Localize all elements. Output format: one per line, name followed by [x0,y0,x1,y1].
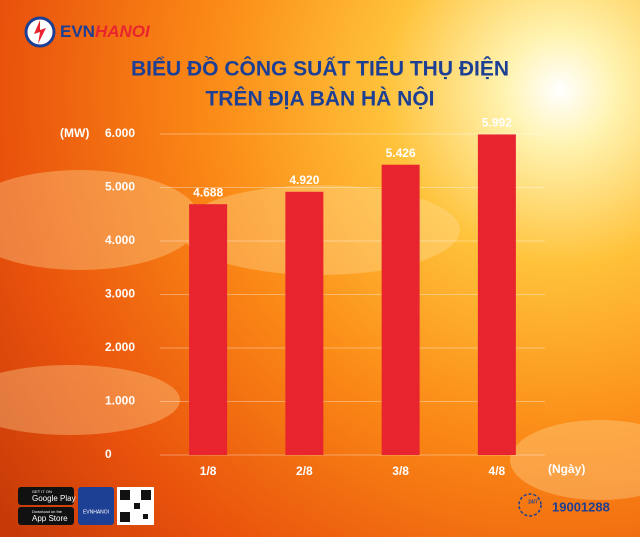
y-tick-label: 3.000 [105,287,135,301]
app-name: EVNHANOI [83,509,109,515]
chart-title: TRÊN ĐỊA BÀN HÀ NỘI [205,87,434,111]
y-tick-label: 4.000 [105,233,135,247]
hotline-hours: 24/7 [528,499,538,505]
x-tick-label: 1/8 [200,464,217,478]
bar [285,191,324,455]
bar [189,204,228,455]
badge-small: GET IT ON [32,489,52,494]
badge-text: App Store [32,514,68,523]
x-tick-label: 2/8 [296,464,313,478]
y-tick-label: 1.000 [105,394,135,408]
badge-small: Download on the [32,509,63,514]
bar [477,134,516,456]
y-tick-label: 0 [105,447,112,461]
logo: EVNHANOI [24,16,151,48]
y-axis-label: (MW) [60,126,89,140]
badge-text: Google Play [32,494,76,503]
chart-title: BIỂU ĐỒ CÔNG SUẤT TIÊU THỤ ĐIỆN [131,57,509,81]
hotline[interactable]: 19001288 [552,499,610,514]
value-label: 4.920 [289,173,319,187]
y-tick-label: 6.000 [105,126,135,140]
bar [381,164,420,456]
y-tick-label: 5.000 [105,180,135,194]
footer: GET IT ON Google Play Download on the Ap… [18,487,610,525]
value-label: 5.992 [482,116,512,130]
y-tick-label: 2.000 [105,340,135,354]
app-store-badge[interactable] [18,507,74,525]
brand-name: EVNHANOI [60,22,151,41]
google-play-badge[interactable] [18,487,74,505]
value-label: 4.688 [193,185,223,199]
x-tick-label: 4/8 [489,464,506,478]
value-label: 5.426 [386,146,416,160]
x-tick-label: 3/8 [392,464,409,478]
hotline-icon [518,493,542,517]
x-axis-label: (Ngày) [548,462,585,476]
app-icon [78,487,114,525]
